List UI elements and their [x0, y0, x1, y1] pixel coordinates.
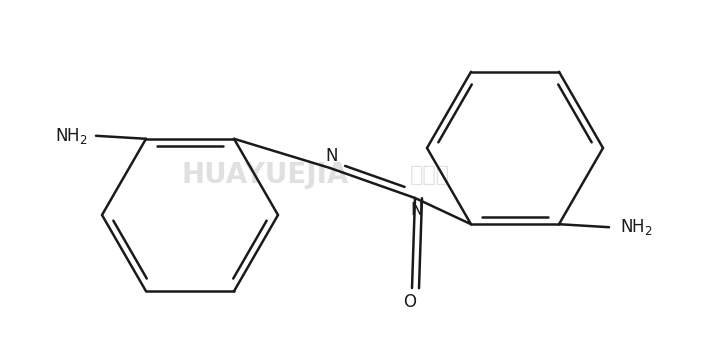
Text: NH$_2$: NH$_2$: [55, 126, 87, 146]
Text: N: N: [325, 147, 338, 165]
Text: 化学加: 化学加: [410, 165, 450, 185]
Text: HUAYUEJIA: HUAYUEJIA: [181, 161, 349, 189]
Text: N: N: [411, 201, 423, 219]
Text: NH$_2$: NH$_2$: [619, 217, 652, 237]
Text: O: O: [404, 293, 416, 311]
